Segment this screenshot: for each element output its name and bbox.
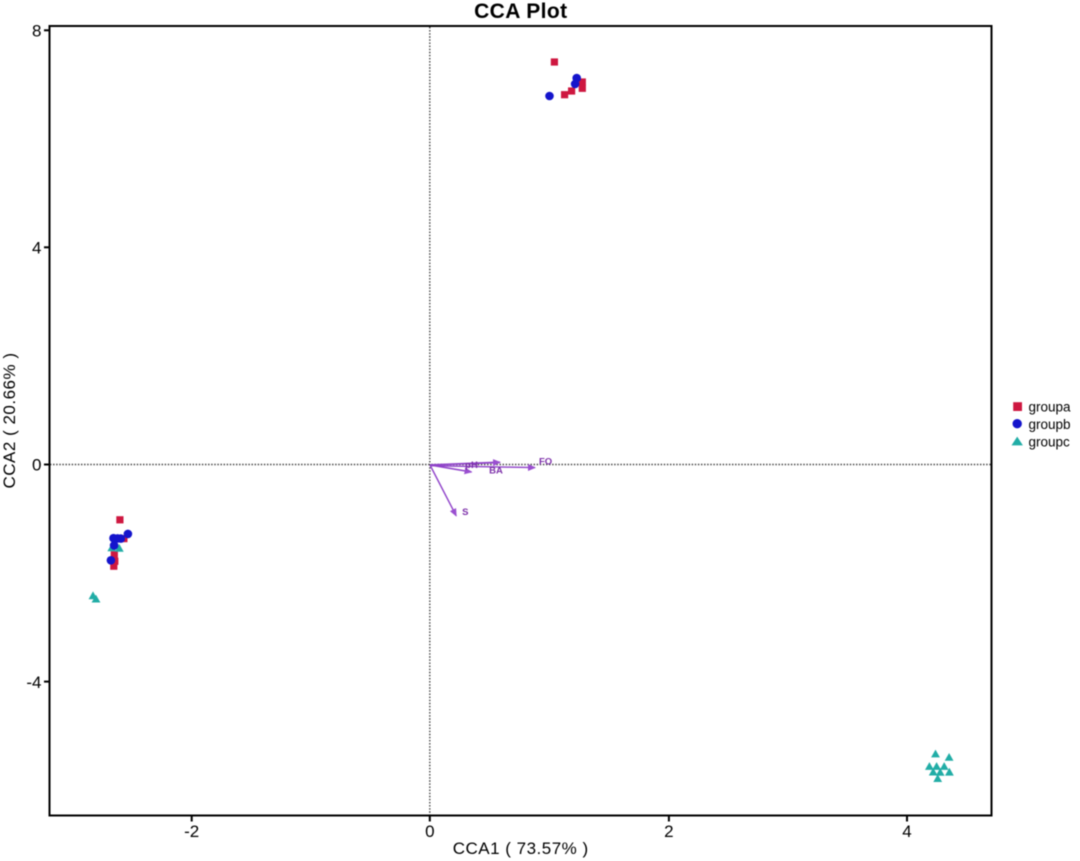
svg-text:4: 4 <box>902 822 911 841</box>
svg-text:groupc: groupc <box>1029 434 1071 449</box>
svg-text:-2: -2 <box>184 822 199 841</box>
svg-text:pH: pH <box>465 460 478 471</box>
svg-text:FO: FO <box>539 456 552 467</box>
svg-text:8: 8 <box>32 22 41 41</box>
svg-text:BA: BA <box>489 466 503 477</box>
svg-text:-4: -4 <box>26 673 41 692</box>
svg-text:4: 4 <box>32 239 41 258</box>
svg-text:2: 2 <box>664 822 673 841</box>
svg-text:CCA1 ( 73.57% ): CCA1 ( 73.57% ) <box>453 839 589 858</box>
svg-text:CCA Plot: CCA Plot <box>474 0 567 23</box>
svg-text:0: 0 <box>425 822 434 841</box>
svg-text:groupb: groupb <box>1029 417 1071 432</box>
svg-text:CCA2 ( 20.66% ): CCA2 ( 20.66% ) <box>0 353 19 489</box>
svg-text:0: 0 <box>32 456 41 475</box>
svg-text:groupa: groupa <box>1029 400 1072 415</box>
svg-text:S: S <box>462 507 468 518</box>
